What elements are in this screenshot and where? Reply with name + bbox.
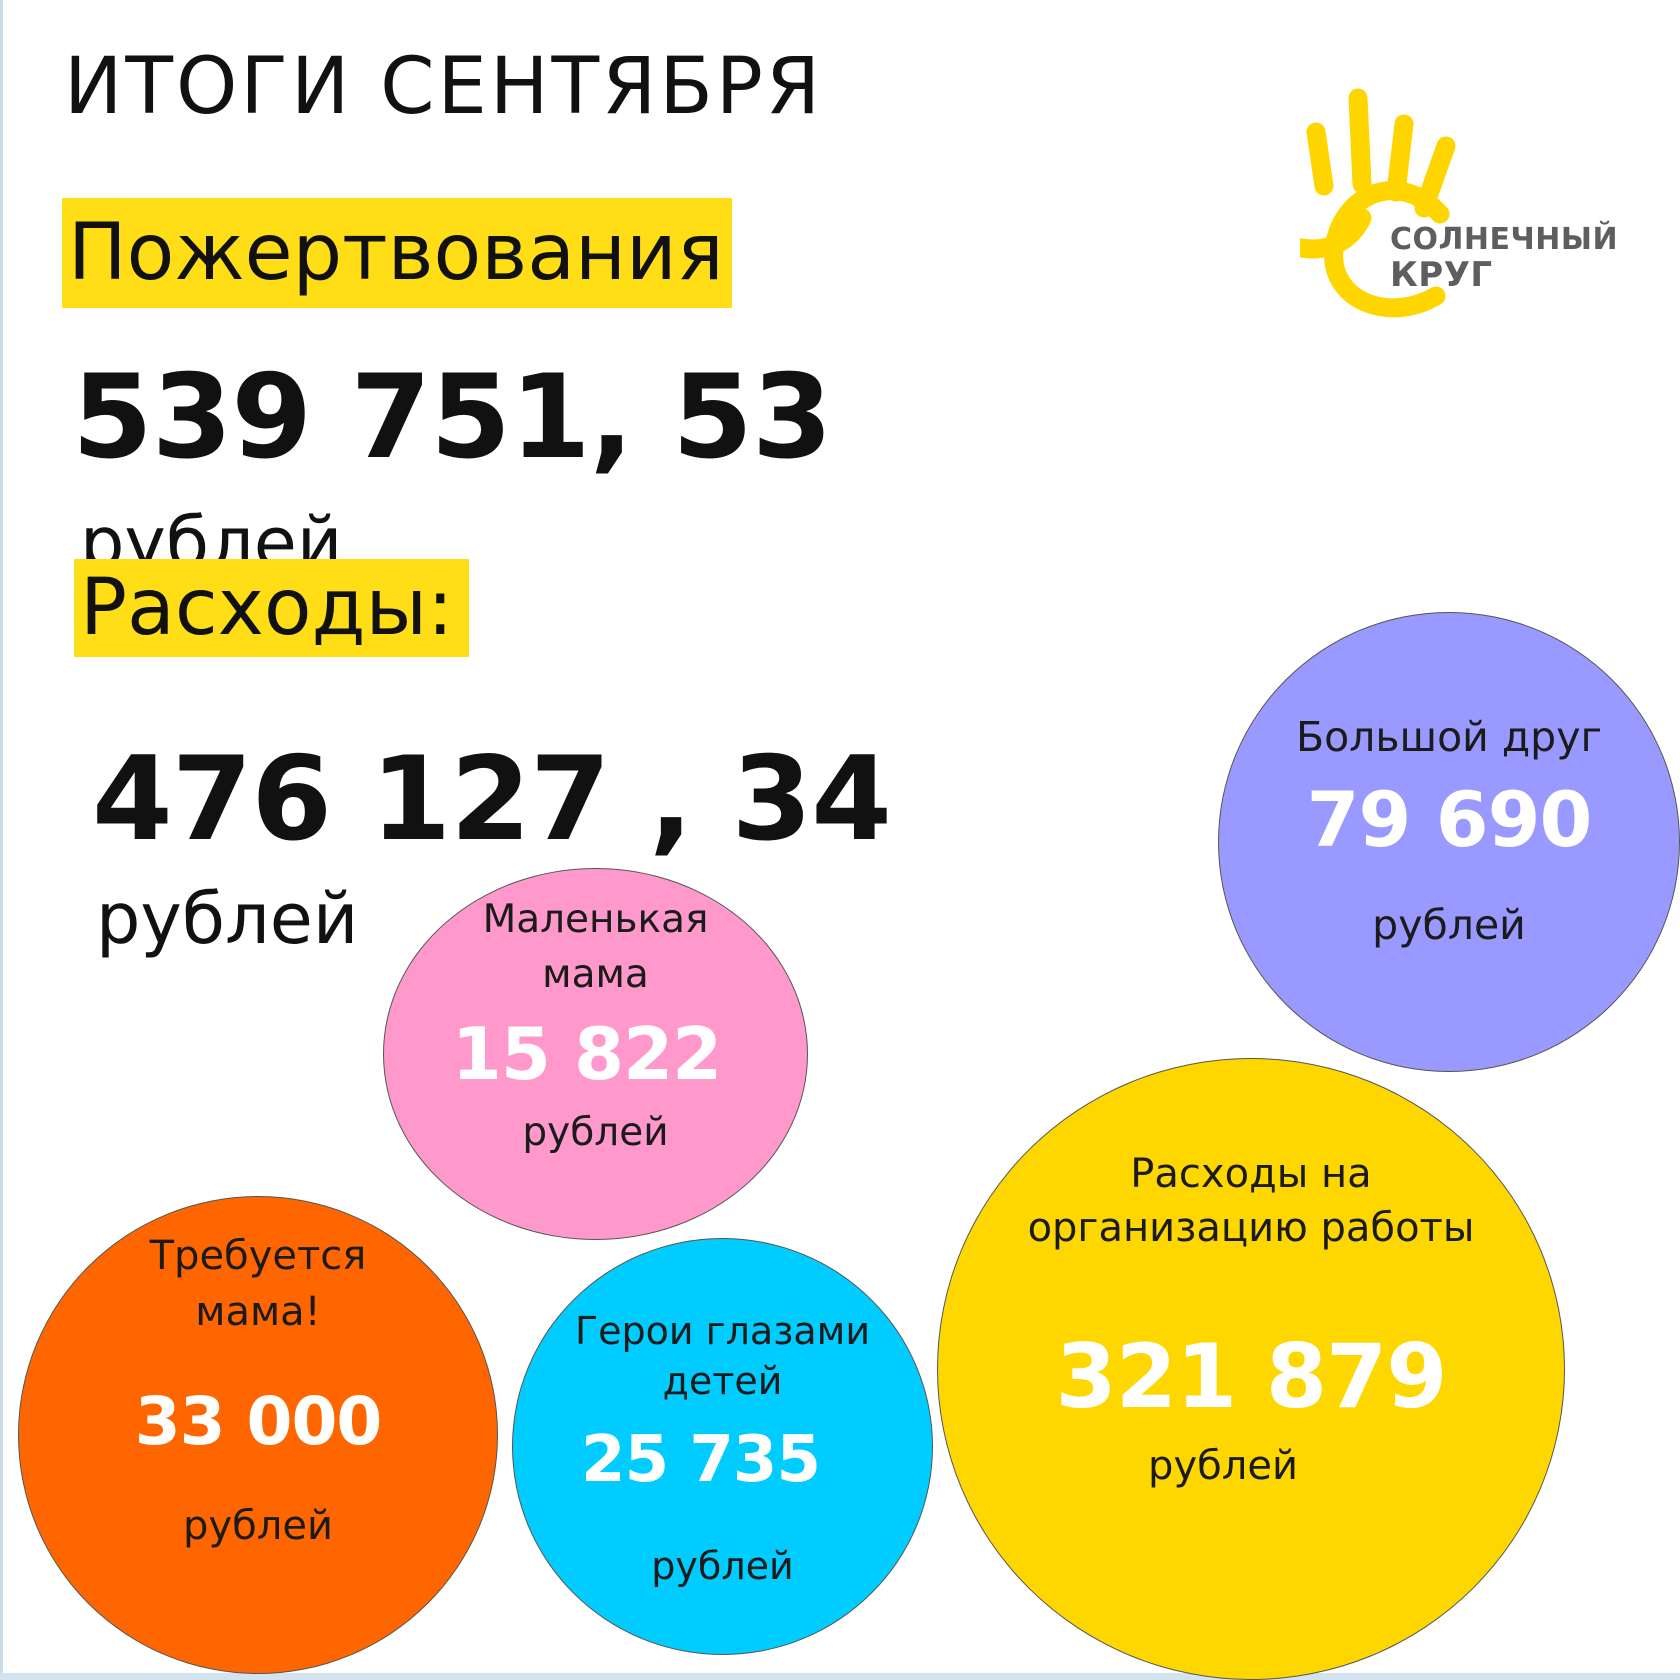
- bubble-little-mom: Маленькая мама 15 822 рублей: [383, 868, 808, 1240]
- bubble-label-line2: мама: [542, 952, 649, 997]
- bubble-label-line2: мама!: [195, 1289, 321, 1335]
- expenses-amount: 476 127 , 34: [92, 732, 892, 867]
- bubble-label: Большой друг: [1295, 713, 1603, 761]
- logo-text-line2: КРУГ: [1390, 255, 1493, 295]
- donations-amount: 539 751, 53: [72, 350, 833, 485]
- bubble-label-line2: детей: [662, 1359, 783, 1403]
- bubble-organization: Расходы на организацию работы 321 879 ру…: [937, 1058, 1565, 1680]
- bubble-unit: рублей: [1148, 1443, 1298, 1489]
- bubble-value: 15 822: [451, 1012, 723, 1096]
- bubble-value: 33 000: [134, 1383, 383, 1460]
- bubble-label-line2: организацию работы: [1027, 1205, 1475, 1251]
- frame-bottom-edge: [0, 1673, 1680, 1680]
- frame-left-edge: [0, 0, 3, 1680]
- bubble-unit: рублей: [183, 1503, 333, 1549]
- bubble-label-line1: Маленькая: [482, 897, 709, 942]
- expenses-heading: Расходы:: [74, 559, 470, 657]
- bubble-unit: рублей: [651, 1544, 794, 1588]
- bubble-unit: рублей: [1372, 901, 1526, 949]
- bubble-big-friend: Большой друг 79 690 рублей: [1218, 612, 1680, 1072]
- bubble-label-line1: Требуется: [149, 1233, 367, 1279]
- bubble-value: 79 690: [1306, 775, 1593, 864]
- donations-heading: Пожертвования: [62, 198, 732, 308]
- bubble-heroes: Герои глазами детей 25 735 рублей: [512, 1238, 933, 1655]
- bubble-mom-needed: Требуется мама! 33 000 рублей: [18, 1196, 498, 1674]
- page-title: ИТОГИ СЕНТЯБРЯ: [64, 42, 824, 132]
- expenses-unit: рублей: [96, 878, 359, 960]
- bubble-label-line1: Расходы на: [1130, 1151, 1372, 1197]
- bubble-value: 25 735: [581, 1423, 821, 1497]
- bubble-label-line1: Герои глазами: [574, 1309, 871, 1353]
- logo-text-line1: СОЛНЕЧНЫЙ: [1390, 222, 1619, 257]
- bubble-unit: рублей: [522, 1110, 669, 1155]
- bubble-value: 321 879: [1055, 1325, 1447, 1428]
- hand-logo-icon: [1300, 88, 1456, 318]
